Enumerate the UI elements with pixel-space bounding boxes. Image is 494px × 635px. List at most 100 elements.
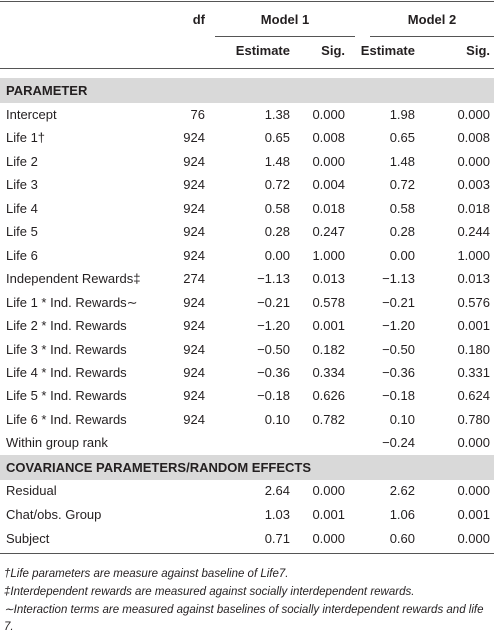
row-label: Life 1† bbox=[6, 130, 46, 146]
df: 76 bbox=[190, 107, 205, 122]
col-header: Model 1 bbox=[260, 12, 310, 27]
estimate: −0.36 bbox=[257, 364, 290, 380]
estimate: 2.64 bbox=[264, 483, 290, 498]
df: 924 bbox=[183, 177, 205, 193]
sig: 0.000 bbox=[312, 107, 345, 122]
sig: 0.624 bbox=[457, 388, 490, 404]
df: 924 bbox=[183, 294, 205, 310]
sig: 0.000 bbox=[457, 107, 490, 122]
sig: 0.004 bbox=[312, 177, 345, 193]
estimate: 1.48 bbox=[389, 153, 415, 169]
row-label: Life 4 * Ind. Rewards bbox=[6, 364, 127, 380]
row-label: Life 6 * Ind. Rewards bbox=[6, 411, 127, 427]
df: 924 bbox=[183, 388, 205, 404]
df: 924 bbox=[183, 200, 205, 216]
section-title: COVARIANCE PARAMETERS/RANDOM EFFECTS bbox=[6, 460, 312, 475]
estimate: 0.28 bbox=[389, 224, 415, 240]
footnote: ∼Interaction terms are measured against … bbox=[4, 604, 484, 633]
estimate: 0.28 bbox=[264, 224, 290, 240]
estimate: 0.72 bbox=[389, 177, 415, 193]
sig: 0.780 bbox=[457, 411, 490, 427]
sig: 0.626 bbox=[312, 388, 345, 404]
sig: 0.000 bbox=[312, 483, 345, 498]
df: 924 bbox=[183, 130, 205, 146]
sig: 0.008 bbox=[457, 130, 490, 146]
estimate: −0.36 bbox=[382, 364, 415, 380]
estimate: 0.10 bbox=[389, 411, 415, 427]
sig: 0.782 bbox=[312, 411, 345, 427]
estimate: 0.00 bbox=[264, 247, 290, 263]
col-header: Model 2 bbox=[407, 12, 457, 27]
sig: 0.334 bbox=[312, 364, 345, 380]
rule bbox=[0, 1, 494, 2]
estimate: 0.00 bbox=[389, 247, 415, 263]
estimate: 2.62 bbox=[389, 483, 415, 498]
estimate: 1.48 bbox=[264, 153, 290, 169]
sig: 0.001 bbox=[457, 507, 490, 522]
estimate: 0.58 bbox=[389, 200, 415, 216]
df: 924 bbox=[183, 318, 205, 334]
df: 924 bbox=[183, 341, 205, 357]
col-header: Sig. bbox=[321, 43, 345, 58]
sig: 0.018 bbox=[312, 200, 345, 216]
row-label: Residual bbox=[6, 483, 57, 498]
col-header: Estimate bbox=[235, 43, 290, 58]
row-label: Life 5 bbox=[6, 224, 38, 240]
df: 924 bbox=[183, 364, 205, 380]
estimate: 0.10 bbox=[264, 411, 290, 427]
estimate: −0.50 bbox=[257, 341, 290, 357]
estimate: −0.18 bbox=[257, 388, 290, 404]
sig: 0.000 bbox=[457, 531, 490, 546]
col-header: Estimate bbox=[360, 43, 415, 58]
footnote: ‡Interdependent rewards are measured aga… bbox=[4, 586, 415, 598]
rule bbox=[0, 68, 494, 69]
row-label: Chat/obs. Group bbox=[6, 507, 102, 522]
sig: 1.000 bbox=[312, 247, 345, 263]
sig: 0.013 bbox=[457, 271, 490, 287]
estimate: 1.03 bbox=[264, 507, 290, 522]
sig: 0.576 bbox=[457, 294, 490, 310]
estimate: 0.72 bbox=[264, 177, 290, 193]
sig: 0.000 bbox=[457, 483, 490, 498]
estimate: −1.13 bbox=[257, 271, 290, 287]
rule bbox=[370, 36, 494, 37]
estimate: −1.13 bbox=[382, 271, 415, 287]
section-band bbox=[0, 78, 494, 103]
row-label: Life 4 bbox=[6, 200, 38, 216]
row-label: Within group rank bbox=[6, 435, 108, 451]
row-label: Life 3 * Ind. Rewards bbox=[6, 341, 127, 357]
row-label: Life 3 bbox=[6, 177, 38, 193]
estimate: 0.60 bbox=[389, 531, 415, 546]
row-label: Subject bbox=[6, 531, 50, 546]
estimate: 0.58 bbox=[264, 200, 290, 216]
estimate: 1.98 bbox=[389, 107, 415, 122]
df: 274 bbox=[183, 271, 205, 287]
row-label: Intercept bbox=[6, 107, 57, 122]
sig: 0.013 bbox=[312, 271, 345, 287]
estimate: −0.50 bbox=[382, 341, 415, 357]
sig: 0.003 bbox=[457, 177, 490, 193]
sig: 0.000 bbox=[312, 531, 345, 546]
sig: 0.180 bbox=[457, 341, 490, 357]
estimate: −0.18 bbox=[382, 388, 415, 404]
footnote: †Life parameters are measure against bas… bbox=[4, 568, 289, 580]
estimate: 0.71 bbox=[264, 531, 290, 546]
rule bbox=[215, 36, 355, 37]
section-title: PARAMETER bbox=[6, 83, 88, 98]
row-label: Life 2 * Ind. Rewards bbox=[6, 318, 127, 334]
df: 924 bbox=[183, 411, 205, 427]
estimate: 0.65 bbox=[264, 130, 290, 146]
col-header: Sig. bbox=[466, 43, 490, 58]
sig: 0.001 bbox=[312, 318, 345, 334]
rule bbox=[0, 553, 494, 554]
estimate: −1.20 bbox=[382, 318, 415, 334]
row-label: Life 6 bbox=[6, 247, 38, 263]
sig: 0.247 bbox=[312, 224, 345, 240]
sig: 1.000 bbox=[457, 247, 490, 263]
estimate: −0.24 bbox=[382, 435, 415, 451]
sig: 0.000 bbox=[457, 435, 490, 451]
sig: 0.000 bbox=[457, 153, 490, 169]
estimate: −0.21 bbox=[257, 294, 290, 310]
sig: 0.001 bbox=[312, 507, 345, 522]
